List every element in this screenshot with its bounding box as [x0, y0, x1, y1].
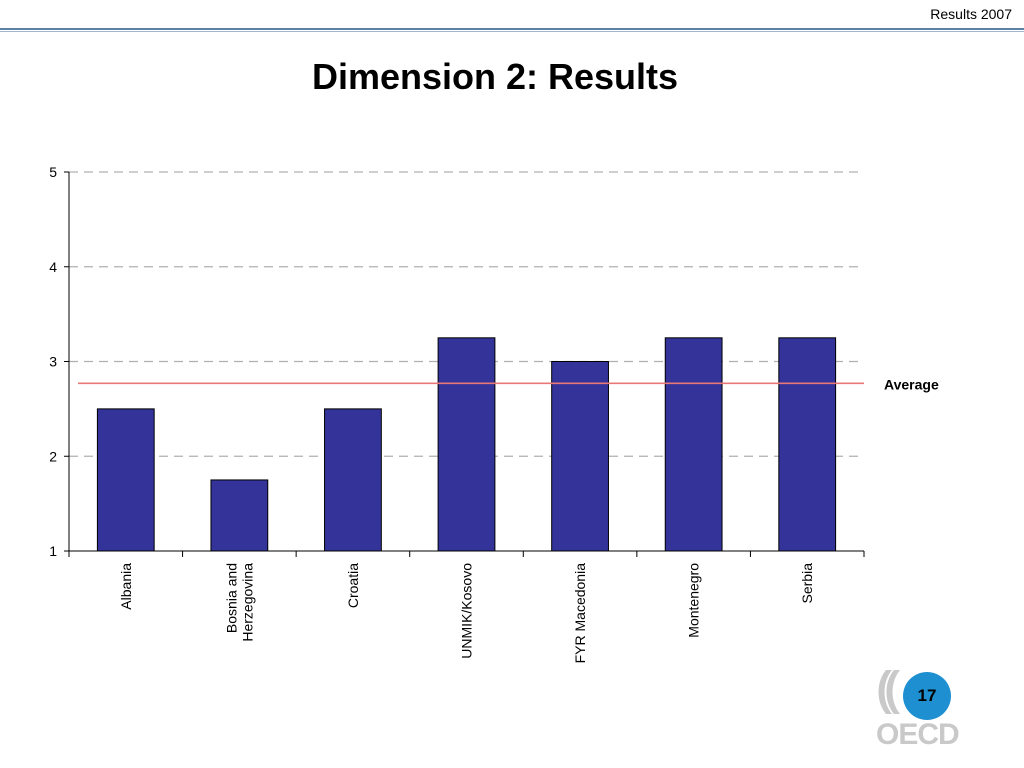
page-title: Dimension 2: Results — [311, 56, 679, 97]
bar — [324, 408, 382, 552]
x-tick-label: UNMIK/Kosovo — [459, 563, 475, 659]
y-tick-label: 2 — [49, 448, 57, 464]
y-tick-label: 1 — [49, 543, 57, 559]
x-tick-label: Croatia — [345, 563, 361, 608]
bar — [437, 337, 496, 552]
x-tick-label: FYR Macedonia — [572, 563, 588, 664]
x-tick-label: Bosnia and — [223, 563, 239, 633]
oecd-logo-icon — [878, 670, 900, 714]
x-tick-label: Herzegovina — [239, 563, 255, 642]
bar — [210, 479, 269, 552]
bar — [96, 408, 155, 552]
y-tick-label: 4 — [49, 259, 57, 275]
average-label: Average — [884, 376, 939, 392]
bar — [778, 337, 837, 552]
y-tick-label: 5 — [49, 164, 57, 180]
oecd-logo-text: OECD — [876, 718, 960, 751]
header-rule-thin — [0, 31, 1024, 32]
bar — [664, 337, 723, 552]
x-tick-label: Montenegro — [686, 563, 702, 638]
page-number-badge: 17 — [903, 672, 951, 720]
header-label: Results 2007 — [930, 6, 1012, 22]
bar — [551, 361, 609, 552]
y-tick-label: 3 — [49, 354, 57, 370]
header-rule — [0, 28, 1024, 30]
x-tick-label: Serbia — [799, 563, 815, 604]
x-tick-label: Albania — [118, 563, 134, 610]
